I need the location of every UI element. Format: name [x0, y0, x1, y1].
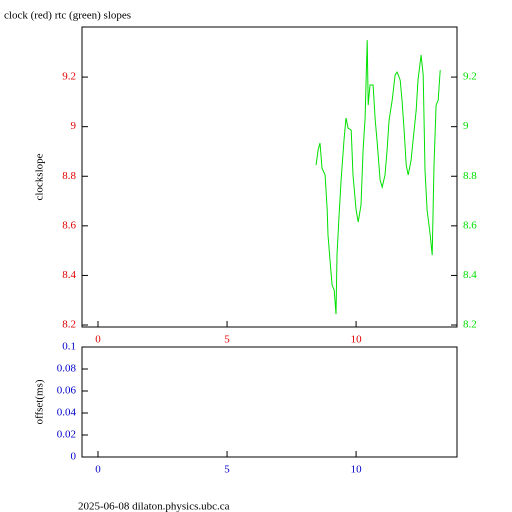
y-tick-label: 8.4: [62, 269, 76, 281]
footer: 2025-06-08 dilaton.physics.ubc.ca: [78, 501, 230, 512]
y-axis-label: clockslope: [34, 153, 46, 200]
y2-tick-label: 9: [463, 120, 469, 132]
y-tick-label: 0.02: [57, 429, 76, 441]
y2-tick-label: 8.4: [463, 269, 477, 281]
y-tick-label: 0.04: [57, 407, 77, 419]
y-tick-label: 9: [71, 120, 77, 132]
x-tick-label: 5: [224, 464, 230, 476]
x-tick-label: 5: [224, 334, 230, 346]
data-line: [315, 40, 441, 315]
y-tick-label: 0: [71, 451, 77, 463]
y-tick-label: 8.6: [62, 219, 76, 231]
chart-title: clock (red) rtc (green) slopes: [4, 10, 131, 22]
y2-tick-label: 8.2: [463, 319, 477, 331]
y-tick-label: 9.2: [62, 71, 76, 83]
x-tick-label: 0: [95, 464, 101, 476]
y2-tick-label: 8.8: [463, 170, 477, 182]
x-tick-label: 10: [351, 464, 363, 476]
y-tick-label: 8.8: [62, 170, 76, 182]
plot-frame: [81, 26, 458, 328]
y-tick-label: 0.1: [62, 341, 76, 353]
y2-tick-label: 9.2: [463, 71, 477, 83]
plot-frame: [81, 346, 458, 458]
y-axis-label: offset(ms): [34, 379, 46, 424]
y-tick-label: 0.08: [57, 363, 77, 375]
y2-tick-label: 8.6: [463, 219, 477, 231]
y-tick-label: 0.06: [57, 385, 77, 397]
y-tick-label: 8.2: [62, 319, 76, 331]
x-tick-label: 0: [95, 334, 101, 346]
x-tick-label: 10: [351, 334, 363, 346]
